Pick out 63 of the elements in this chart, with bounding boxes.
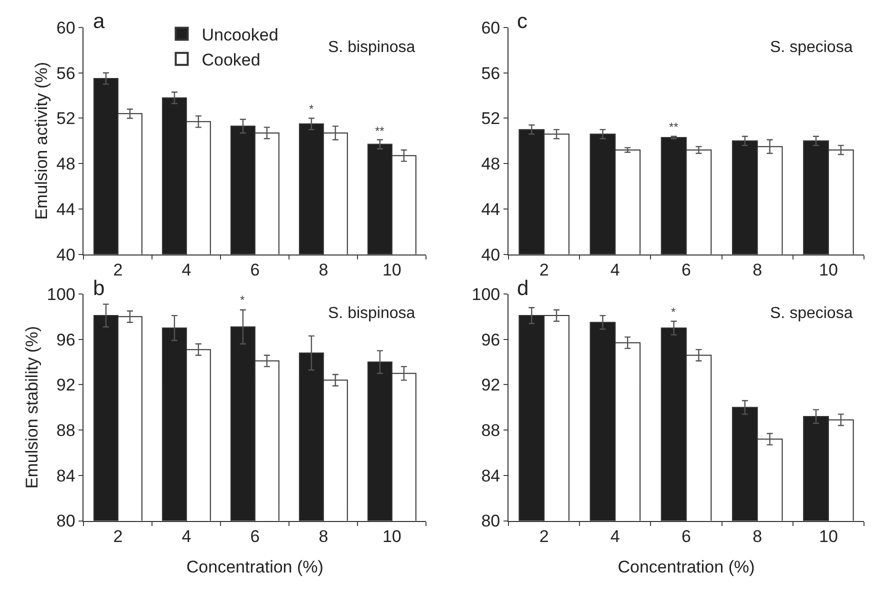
- y-tick-label: 48: [56, 154, 76, 174]
- y-tick-label: 52: [481, 109, 500, 128]
- x-tick-label: 6: [250, 527, 260, 546]
- annotation: **: [375, 124, 385, 138]
- x-tick-label: 4: [182, 527, 192, 546]
- x-axis-title: Concentration (%): [618, 558, 755, 577]
- y-tick-label: 60: [481, 18, 500, 38]
- x-tick-label: 8: [752, 260, 762, 280]
- x-tick-label: 4: [182, 260, 192, 280]
- y-tick-label: 96: [481, 330, 500, 350]
- x-tick-label: 8: [752, 527, 762, 546]
- legend-label: Uncooked: [202, 25, 278, 44]
- x-tick-label: 2: [539, 527, 549, 546]
- y-tick-label: 40: [56, 245, 76, 264]
- y-axis-title: Emulsion stability (%): [22, 326, 42, 489]
- x-tick-label: 10: [818, 260, 838, 280]
- y-tick-label: 88: [56, 421, 76, 440]
- annotation: *: [309, 102, 314, 116]
- y-tick-label: 40: [481, 245, 500, 264]
- x-tick-label: 10: [818, 527, 838, 546]
- x-tick-label: 6: [682, 527, 691, 546]
- x-tick-label: 2: [113, 260, 123, 280]
- y-tick-label: 96: [56, 330, 76, 350]
- x-axis-title: Concentration (%): [186, 558, 324, 577]
- y-tick-label: 100: [472, 284, 500, 304]
- x-tick-label: 4: [610, 260, 620, 280]
- text: S. speciosa: [770, 305, 853, 322]
- x-tick-label: 6: [250, 260, 260, 280]
- y-tick-label: 44: [56, 200, 76, 219]
- y-tick-label: 60: [56, 18, 76, 38]
- x-tick-label: 2: [539, 260, 549, 280]
- y-tick-label: 100: [46, 284, 76, 304]
- text: S. bispinosa: [328, 305, 416, 322]
- text: S. bispinosa: [328, 39, 416, 56]
- y-tick-label: 44: [481, 200, 500, 219]
- x-tick-label: 8: [318, 527, 328, 546]
- x-tick-label: 10: [382, 527, 402, 546]
- y-tick-label: 56: [56, 64, 76, 83]
- y-axis-title: Emulsion activity (%): [32, 62, 51, 220]
- annotation: *: [671, 305, 676, 319]
- chart-title: b: [93, 277, 105, 300]
- x-tick-label: 10: [382, 260, 402, 280]
- y-tick-label: 48: [481, 154, 500, 174]
- text: S. speciosa: [770, 39, 853, 56]
- y-tick-label: 80: [481, 512, 500, 531]
- y-tick-label: 88: [481, 421, 500, 440]
- y-tick-label: 92: [56, 376, 76, 395]
- x-tick-label: 6: [682, 260, 691, 280]
- y-tick-label: 84: [481, 466, 500, 486]
- legend-label: Cooked: [202, 50, 260, 70]
- chart-title: d: [517, 277, 529, 300]
- y-tick-label: 56: [481, 64, 500, 83]
- x-tick-label: 8: [318, 260, 328, 280]
- x-tick-label: 4: [610, 527, 620, 546]
- y-tick-label: 80: [56, 512, 76, 531]
- chart-title: a: [93, 10, 105, 33]
- y-tick-label: 84: [56, 466, 76, 486]
- annotation: **: [669, 120, 679, 134]
- y-tick-label: 52: [56, 109, 76, 128]
- chart-title: c: [517, 10, 528, 33]
- y-tick-label: 92: [481, 376, 500, 395]
- annotation: *: [240, 293, 245, 307]
- x-tick-label: 2: [113, 527, 123, 546]
